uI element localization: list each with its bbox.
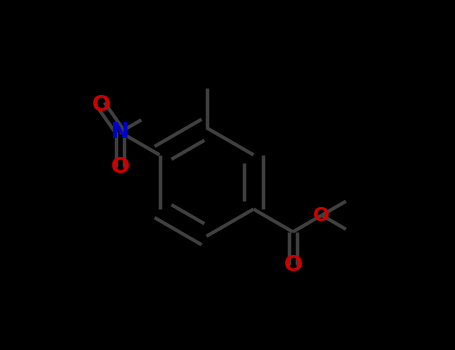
Text: O: O	[91, 95, 111, 115]
Text: O: O	[313, 206, 330, 225]
Text: N: N	[111, 122, 129, 142]
Text: O: O	[111, 157, 130, 177]
Text: O: O	[283, 255, 303, 275]
